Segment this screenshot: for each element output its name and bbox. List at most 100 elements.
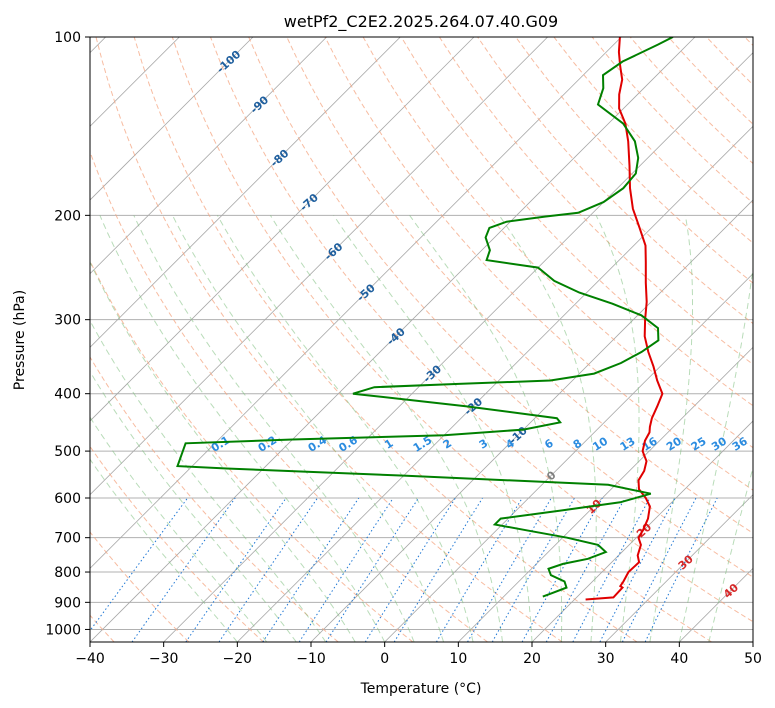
mixing-ratio-line [262, 497, 360, 642]
isotherm-line [679, 567, 753, 642]
dry-adiabat-line [553, 37, 753, 244]
isotherm-line [90, 37, 401, 348]
mixing-ratio-line [599, 497, 676, 642]
mixing-ratio-label: 2 [441, 437, 454, 452]
isotherm-label: 30 [676, 552, 696, 572]
isotherm-line [90, 37, 548, 496]
isotherm-line [310, 199, 753, 642]
moist-adiabat-line [90, 370, 297, 642]
mixing-ratio-line [364, 497, 456, 642]
mixing-ratio-line [393, 497, 483, 642]
dry-adiabat-line [591, 37, 753, 204]
x-tick-label: 10 [449, 651, 467, 667]
isotherm-label: 40 [721, 581, 741, 601]
moist-adiabat-line [498, 215, 597, 642]
mixing-ratio-label: 0.1 [209, 433, 232, 454]
moist-adiabat-line [678, 264, 753, 642]
dry-adiabat-line [90, 445, 264, 642]
x-tick-label: 20 [523, 651, 541, 667]
moist-adiabat-line [708, 465, 753, 642]
y-tick-label: 1000 [45, 622, 81, 638]
y-tick-label: 200 [54, 208, 81, 224]
mixing-ratio-line [131, 497, 236, 642]
x-tick-label: 50 [744, 651, 762, 667]
isotherm-line [752, 641, 753, 642]
mixing-ratio-line [90, 497, 189, 632]
isotherm-line [90, 37, 254, 201]
x-tick-label: −20 [223, 651, 253, 667]
x-axis-label: Temperature (°C) [360, 681, 482, 697]
moist-adiabat-line [99, 215, 386, 642]
isotherm-line [237, 125, 753, 642]
dry-adiabat-line [438, 37, 753, 366]
y-tick-label: 100 [54, 30, 81, 46]
y-tick-label: 400 [54, 387, 81, 403]
x-tick-label: 40 [670, 651, 688, 667]
mixing-ratio-line [545, 497, 626, 642]
dry-adiabat-line [133, 37, 638, 642]
mixing-ratio-line [572, 497, 651, 642]
dry-adiabat-line [90, 531, 190, 642]
dry-adiabat-line [171, 37, 712, 642]
dry-adiabat-line [744, 37, 753, 47]
x-tick-label: −30 [149, 651, 179, 667]
moist-adiabat-line [90, 458, 238, 642]
x-axis: −40 −30 −20 −10 0 10 20 30 40 50 [75, 642, 762, 667]
dry-adiabat-line [362, 37, 753, 449]
x-tick-label: −40 [75, 651, 105, 667]
dry-adiabat-line [210, 37, 753, 623]
mixing-ratio-label: 6 [542, 436, 556, 451]
moist-adiabat-line [216, 215, 474, 642]
dry-adiabat-line [400, 37, 753, 407]
dry-adiabat-line [95, 37, 563, 642]
dewpoint-line [176, 37, 674, 598]
y-tick-label: 700 [54, 531, 81, 547]
isotherm-line [163, 52, 753, 642]
isotherm-line [90, 37, 475, 422]
x-tick-label: 0 [380, 651, 389, 667]
dry-adiabat-line [90, 259, 414, 642]
y-tick-label: 500 [54, 444, 81, 460]
dry-adiabat-line [706, 37, 753, 86]
mixing-ratio-line [467, 497, 552, 642]
dry-adiabat-line [90, 356, 339, 642]
y-axis-label: Pressure (hPa) [12, 290, 28, 390]
x-tick-label: 30 [597, 651, 615, 667]
dry-adiabat-line [668, 37, 753, 125]
moist-adiabat-line [269, 215, 503, 642]
isotherm-line [90, 37, 696, 642]
y-tick-label: 900 [54, 595, 81, 611]
moist-adiabat-line [409, 215, 563, 642]
mixing-ratio-line [621, 497, 697, 642]
chart-title: wetPf2_C2E2.2025.264.07.40.G09 [284, 12, 558, 32]
mixing-ratio-line [644, 497, 718, 642]
plot-frame [89, 36, 754, 643]
moist-adiabat-line [172, 215, 445, 642]
dry-adiabat-line [324, 37, 753, 491]
isotherm-line [90, 37, 622, 569]
y-tick-label: 800 [54, 565, 81, 581]
mixing-ratio-line [435, 497, 523, 642]
moist-adiabat-line [90, 319, 327, 642]
dry-adiabat-line [90, 150, 488, 642]
moist-adiabat-line [133, 215, 415, 642]
x-tick-label: −10 [296, 651, 326, 667]
y-tick-label: 600 [54, 491, 81, 507]
isotherm-line [384, 273, 753, 642]
moist-adiabat-line [90, 260, 356, 642]
temperature-line [585, 37, 664, 601]
moist-adiabat-line [333, 215, 533, 642]
isotherm-line [531, 420, 753, 642]
isotherm-line [90, 37, 327, 275]
y-tick-label: 300 [54, 313, 81, 329]
mixing-ratio-line [218, 497, 318, 642]
moist-adiabat-line [90, 416, 268, 642]
y-axis: 100 200 300 400 500 600 700 800 900 1000 [45, 30, 90, 638]
dry-adiabat-line [515, 37, 753, 284]
isotherm-label: -100 [214, 48, 243, 76]
isotherm-line [605, 494, 753, 642]
moist-adiabat-line [595, 215, 640, 642]
moist-adiabat-line [649, 215, 693, 642]
